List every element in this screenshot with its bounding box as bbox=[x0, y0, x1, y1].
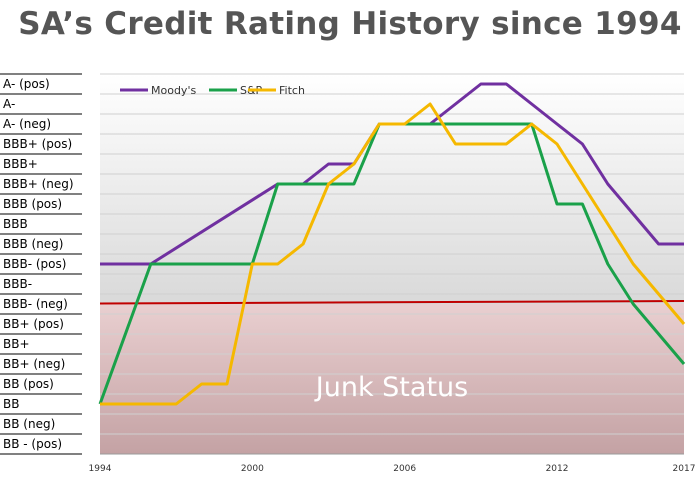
rating-label: A- (pos) bbox=[3, 77, 50, 91]
rating-label: BB+ (neg) bbox=[3, 357, 65, 371]
rating-label: BBB- (pos) bbox=[3, 257, 66, 271]
chart-title: SA’s Credit Rating History since 1994 bbox=[18, 6, 682, 42]
rating-label: BBB (neg) bbox=[3, 237, 63, 251]
junk-threshold-line bbox=[99, 300, 685, 305]
rating-label: BB (neg) bbox=[3, 417, 55, 431]
rating-label: BBB (pos) bbox=[3, 197, 62, 211]
series-line-fitch bbox=[100, 102, 686, 406]
x-tick-label: 1994 bbox=[89, 464, 112, 474]
rating-label: BBB+ (neg) bbox=[3, 177, 74, 191]
rating-label: BBB bbox=[3, 217, 28, 231]
rating-label: BB (pos) bbox=[3, 377, 54, 391]
rating-label: A- (neg) bbox=[3, 117, 51, 131]
x-tick-label: 2006 bbox=[393, 464, 416, 474]
x-tick-label: 2000 bbox=[241, 464, 264, 474]
rating-label: BBB+ (pos) bbox=[3, 137, 72, 151]
plot-background bbox=[100, 74, 684, 304]
x-tick-label: 2012 bbox=[546, 464, 569, 474]
rating-label: BBB- (neg) bbox=[3, 297, 68, 311]
rating-label: BB+ bbox=[3, 337, 30, 351]
junk-status-label: Junk Status bbox=[314, 372, 468, 403]
junk-zone bbox=[100, 304, 684, 454]
rating-label: BB bbox=[3, 397, 19, 411]
legend-label: Fitch bbox=[279, 84, 305, 97]
rating-label: BBB- bbox=[3, 277, 32, 291]
legend-label: Moody's bbox=[151, 84, 196, 97]
rating-label: BBB+ bbox=[3, 157, 38, 171]
x-tick-label: 2017 bbox=[673, 464, 696, 474]
rating-label: BB+ (pos) bbox=[3, 317, 64, 331]
rating-label: A- bbox=[3, 97, 15, 111]
rating-label: BB - (pos) bbox=[3, 437, 62, 451]
